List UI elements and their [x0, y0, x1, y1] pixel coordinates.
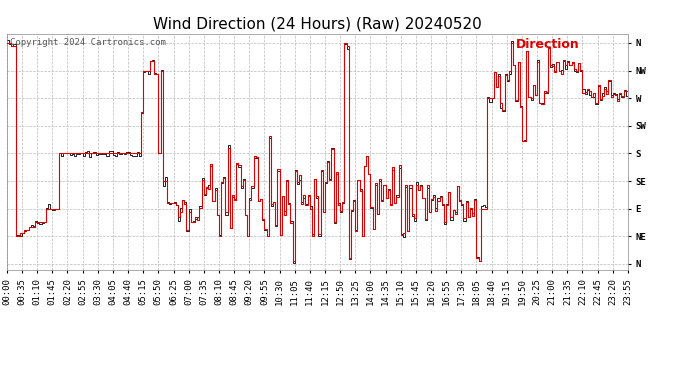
Text: Direction: Direction [516, 39, 580, 51]
Text: Copyright 2024 Cartronics.com: Copyright 2024 Cartronics.com [10, 39, 166, 48]
Title: Wind Direction (24 Hours) (Raw) 20240520: Wind Direction (24 Hours) (Raw) 20240520 [153, 16, 482, 31]
